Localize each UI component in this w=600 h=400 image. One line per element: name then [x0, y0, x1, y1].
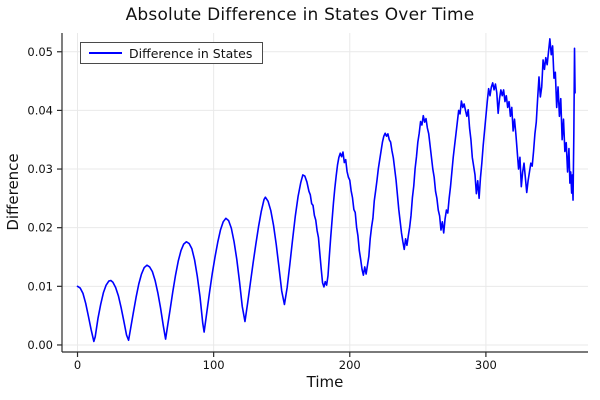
x-axis-label: Time: [306, 373, 344, 391]
legend-line-sample: [89, 52, 122, 54]
chart-title: Absolute Difference in States Over Time: [125, 5, 475, 25]
y-tick-label: 0.02: [27, 221, 53, 235]
x-tick-label: 200: [339, 358, 361, 372]
y-tick-label: 0.04: [27, 103, 53, 117]
y-tick-label: 0.03: [27, 162, 53, 176]
data-series-line: [76, 38, 576, 343]
x-tick-label: 100: [203, 358, 225, 372]
y-tick-label: 0.01: [27, 279, 53, 293]
y-tick-label: 0.00: [27, 338, 53, 352]
legend: Difference in States: [80, 42, 264, 64]
x-tick-label: 300: [475, 358, 497, 372]
y-axis-label: Difference: [4, 153, 22, 231]
y-tick-label: 0.05: [27, 45, 53, 59]
legend-label: Difference in States: [129, 45, 253, 61]
x-tick-label: 0: [74, 358, 81, 372]
